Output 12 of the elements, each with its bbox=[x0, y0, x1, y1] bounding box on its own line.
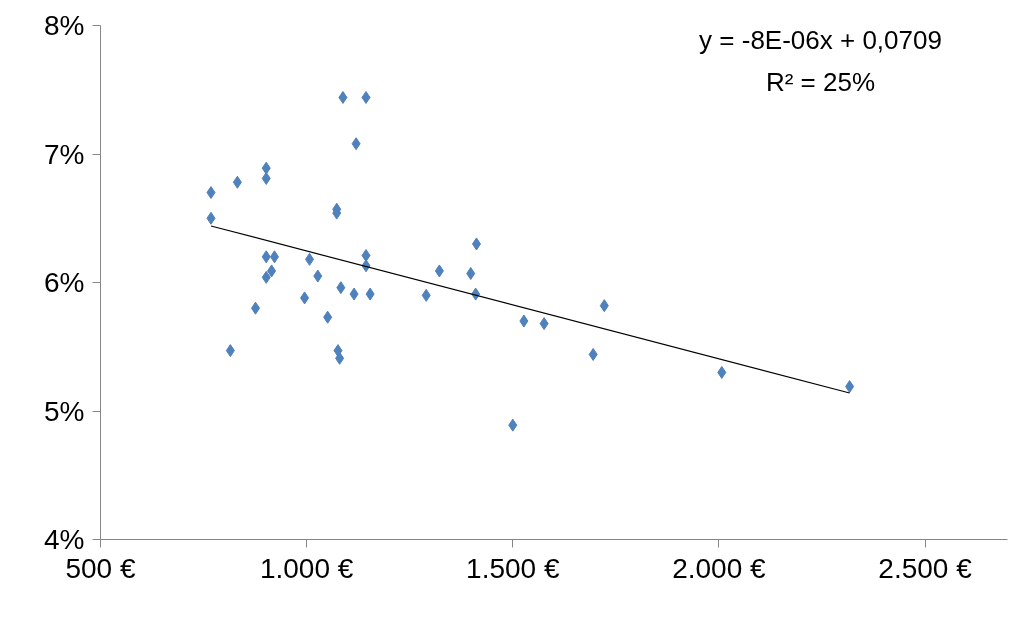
x-tick-label: 1.000 € bbox=[259, 552, 354, 584]
y-tick-label: 5% bbox=[44, 395, 85, 427]
annotation: y = -8E-06x + 0,0709 bbox=[699, 24, 942, 55]
annotation: R² = 25% bbox=[765, 66, 876, 97]
y-tick-label: 7% bbox=[44, 138, 85, 170]
x-tick-label: 2.500 € bbox=[878, 552, 973, 584]
x-tick-label: 500 € bbox=[65, 552, 136, 584]
y-tick-label: 4% bbox=[44, 524, 85, 555]
x-tick-label: 1.500 € bbox=[466, 552, 560, 584]
y-tick-label: 8% bbox=[44, 10, 85, 41]
x-tick-label: 2.000 € bbox=[672, 552, 767, 584]
y-tick-label: 6% bbox=[44, 267, 85, 298]
